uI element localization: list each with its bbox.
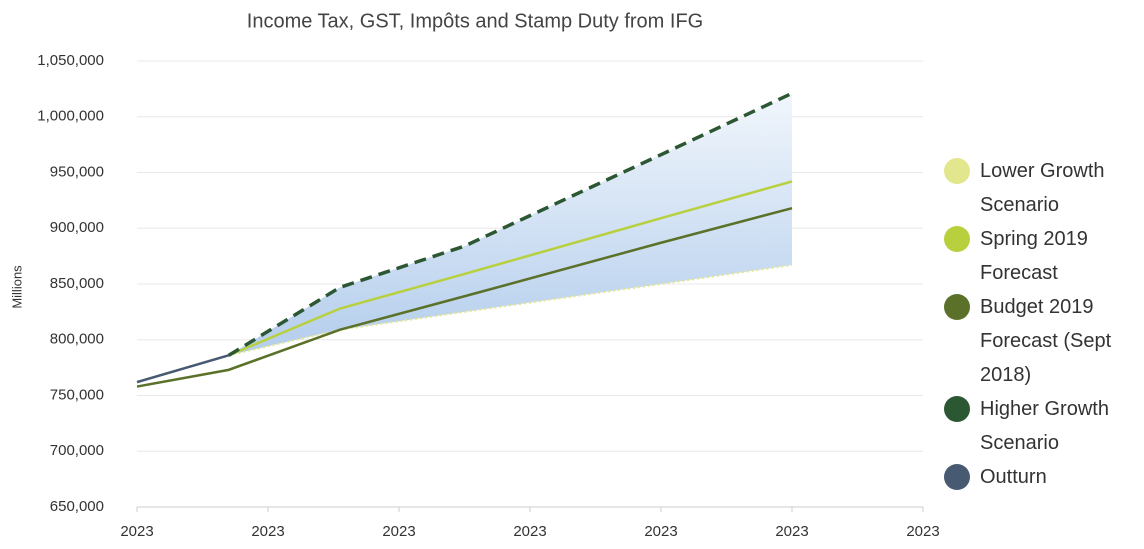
chart: Income Tax, GST, Impôts and Stamp Duty f… <box>9 10 939 540</box>
legend-label: Lower Growth Scenario <box>980 160 1105 216</box>
legend-item: Lower Growth Scenario <box>944 154 1139 222</box>
legend-swatch <box>944 396 970 422</box>
x-tick-label: 2023 <box>120 523 153 540</box>
legend-item: Spring 2019 Forecast <box>944 222 1139 290</box>
y-tick-label: 850,000 <box>50 275 104 292</box>
x-tick-label: 2023 <box>775 523 808 540</box>
y-tick-label: 800,000 <box>50 331 104 348</box>
legend-swatch <box>944 226 970 252</box>
y-tick-label: 1,050,000 <box>37 52 104 69</box>
scenario-band <box>228 93 792 356</box>
legend-label: Spring 2019 Forecast <box>980 228 1088 284</box>
y-axis-label: Millions <box>9 265 24 309</box>
series-line <box>136 206 793 388</box>
y-tick-label: 950,000 <box>50 163 104 180</box>
x-tick-label: 2023 <box>382 523 415 540</box>
series-line <box>228 264 793 357</box>
x-tick-label: 2023 <box>644 523 677 540</box>
legend-item: Outturn <box>944 460 1139 494</box>
legend-swatch <box>944 464 970 490</box>
y-tick-label: 900,000 <box>50 219 104 236</box>
y-tick-label: 650,000 <box>50 498 104 515</box>
series-line <box>227 91 793 357</box>
legend-label: Outturn <box>980 466 1047 488</box>
y-tick-label: 750,000 <box>50 386 104 403</box>
legend-label: Budget 2019 Forecast (Sept 2018) <box>980 296 1112 386</box>
series-line <box>228 180 793 357</box>
y-tick-label: 1,000,000 <box>37 108 104 125</box>
x-tick-label: 2023 <box>513 523 546 540</box>
legend-item: Higher Growth Scenario <box>944 392 1139 460</box>
legend: Lower Growth Scenario Spring 2019 Forecas… <box>944 154 1139 494</box>
legend-swatch <box>944 294 970 320</box>
series-line <box>136 354 230 384</box>
chart-title: Income Tax, GST, Impôts and Stamp Duty f… <box>247 10 703 32</box>
y-tick-label: 700,000 <box>50 442 104 459</box>
legend-swatch <box>944 158 970 184</box>
x-tick-label: 2023 <box>906 523 939 540</box>
legend-label: Higher Growth Scenario <box>980 398 1109 454</box>
legend-item: Budget 2019 Forecast (Sept 2018) <box>944 290 1139 392</box>
x-tick-label: 2023 <box>251 523 284 540</box>
